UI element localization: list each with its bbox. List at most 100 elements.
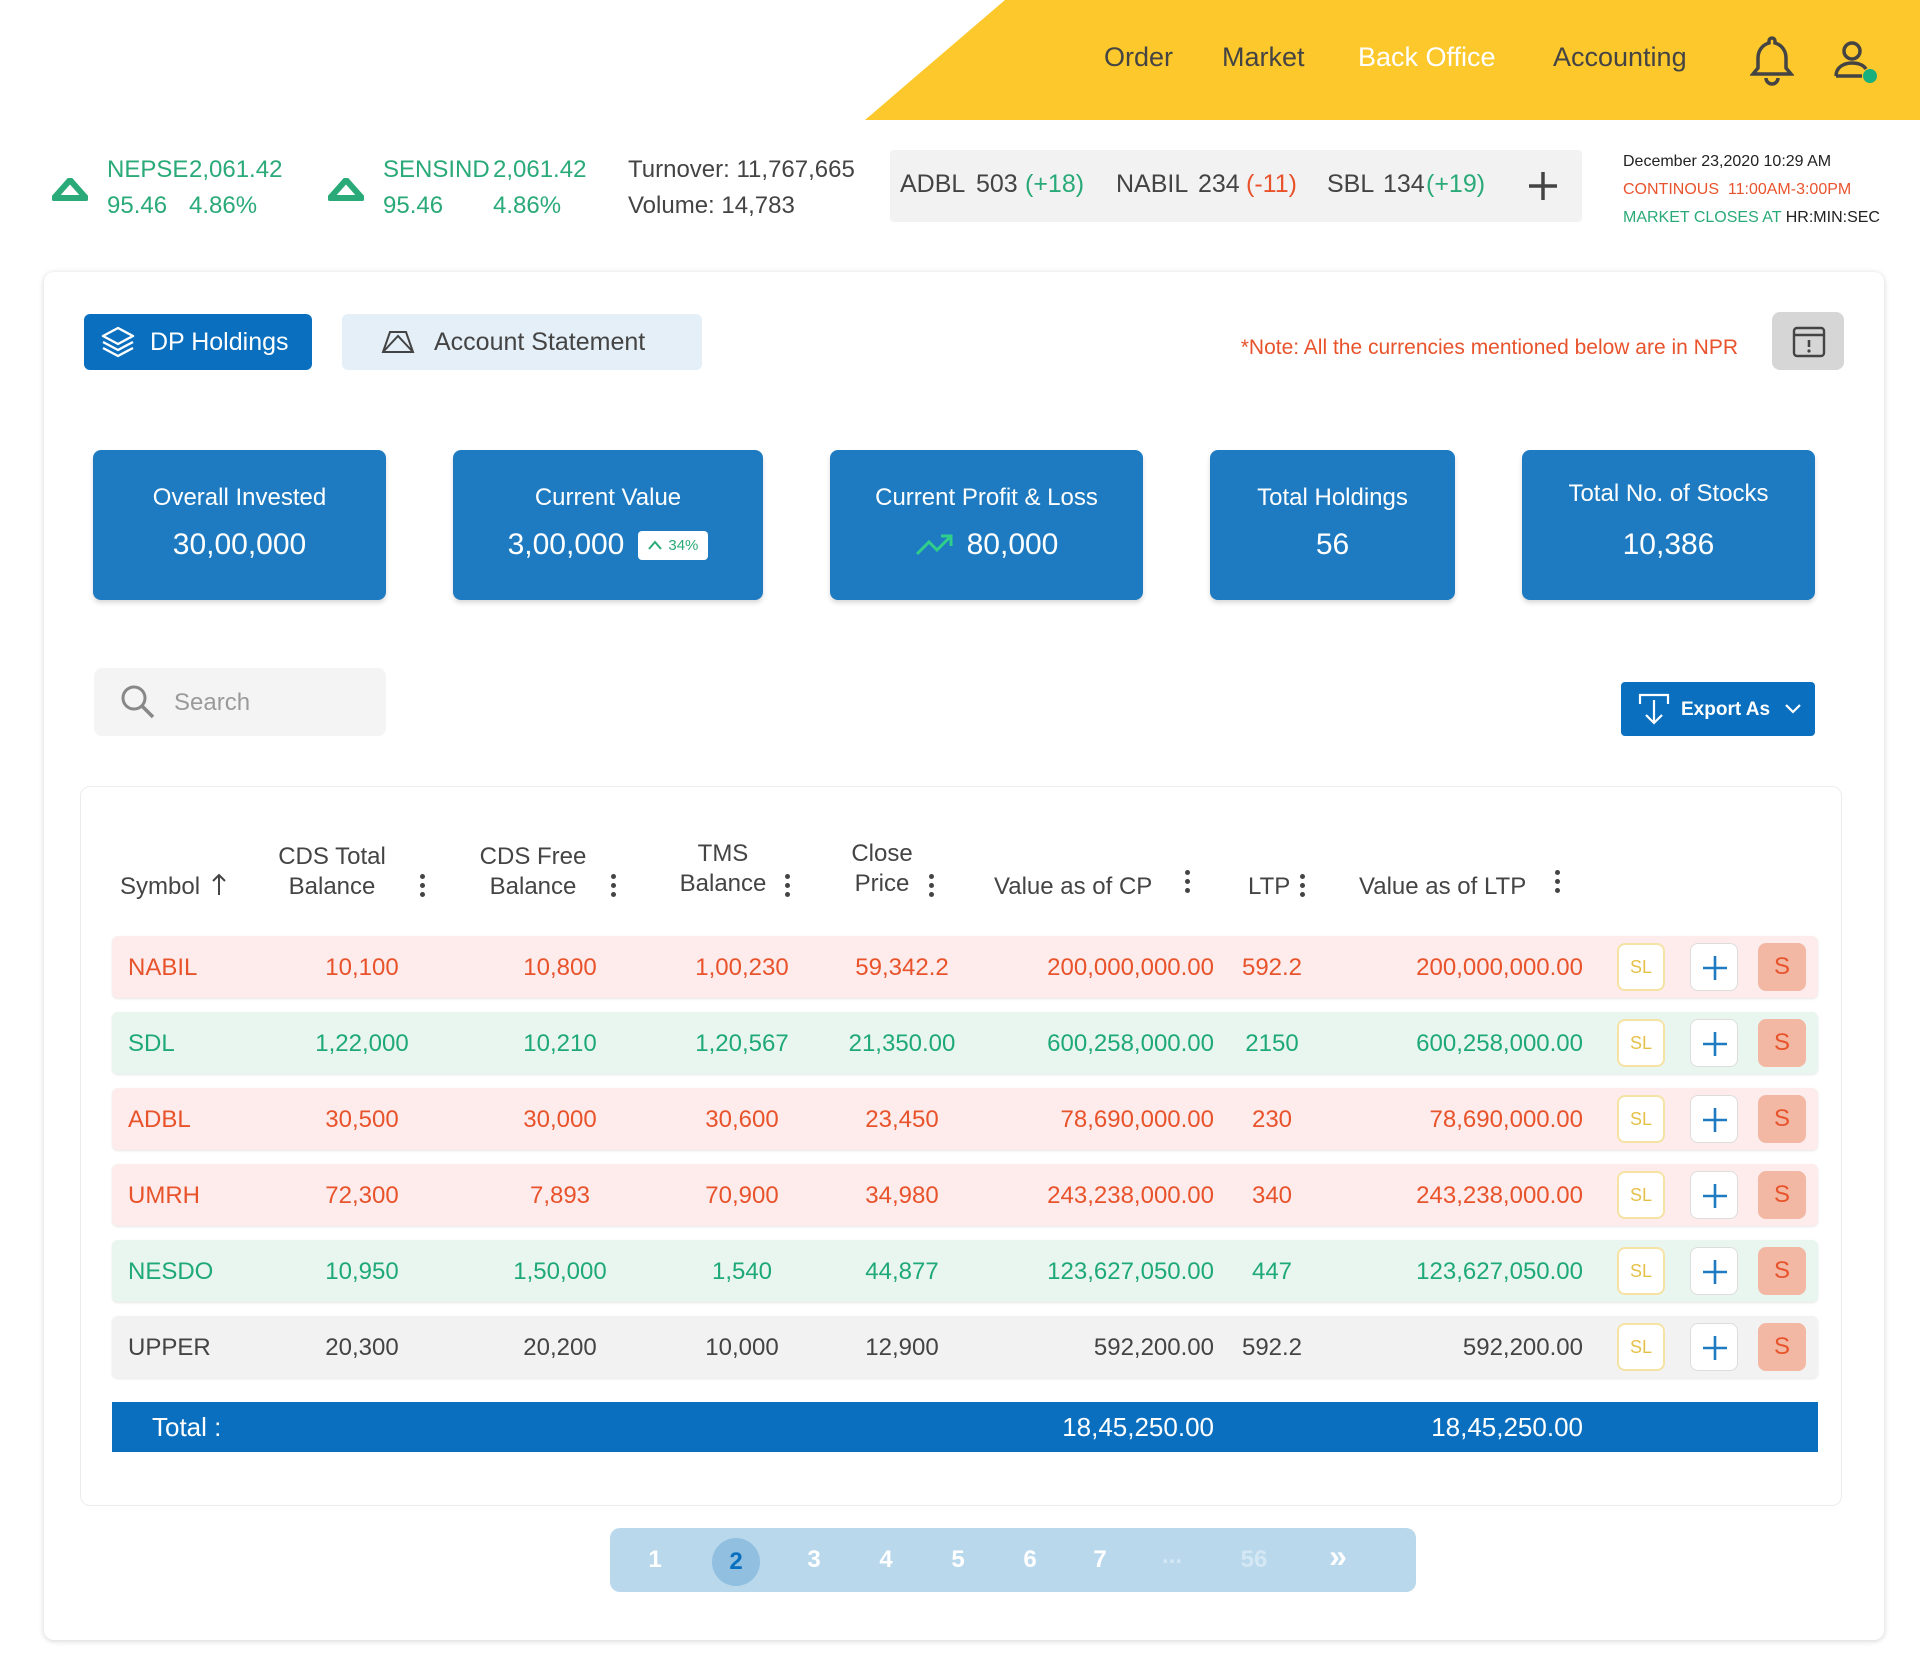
download-icon bbox=[1638, 693, 1670, 725]
add-watch-icon[interactable] bbox=[1527, 170, 1559, 202]
th-tms[interactable]: TMS Balance bbox=[668, 839, 778, 899]
cell-value-cp: 243,238,000.00 bbox=[1047, 1182, 1214, 1209]
page-6[interactable]: 6 bbox=[1023, 1546, 1037, 1573]
cell-tms-balance: 30,600 bbox=[705, 1106, 779, 1133]
stop-loss-button[interactable]: SL bbox=[1617, 1019, 1665, 1067]
export-label: Export As bbox=[1681, 699, 1771, 720]
kpi-title: Overall Invested bbox=[152, 484, 327, 511]
th-cds-free[interactable]: CDS Free Balance bbox=[463, 842, 603, 902]
table-row[interactable]: ADBL 30,500 30,000 30,600 23,450 78,690,000.0… bbox=[112, 1088, 1818, 1150]
sell-button[interactable]: S bbox=[1758, 943, 1806, 991]
buy-button[interactable] bbox=[1690, 1323, 1738, 1371]
page-2-current[interactable]: 2 bbox=[712, 1538, 760, 1586]
page-4[interactable]: 4 bbox=[879, 1546, 893, 1573]
buy-button[interactable] bbox=[1690, 1095, 1738, 1143]
chevron-down-icon bbox=[1785, 704, 1801, 714]
cell-value-ltp: 200,000,000.00 bbox=[1416, 954, 1583, 981]
table-row[interactable]: UPPER 20,300 20,200 10,000 12,900 592,200.00 5… bbox=[112, 1316, 1818, 1378]
cell-ltp: 2150 bbox=[1245, 1030, 1299, 1057]
th-symbol[interactable]: Symbol bbox=[120, 872, 227, 902]
th-value-cp[interactable]: Value as of CP bbox=[994, 873, 1153, 900]
page-56[interactable]: 56 bbox=[1240, 1546, 1268, 1573]
sell-button[interactable]: S bbox=[1758, 1019, 1806, 1067]
cell-symbol[interactable]: SDL bbox=[128, 1030, 175, 1057]
column-menu-icon[interactable] bbox=[1185, 870, 1191, 898]
stop-loss-button[interactable]: SL bbox=[1617, 943, 1665, 991]
sell-button[interactable]: S bbox=[1758, 1323, 1806, 1371]
pagination: 1 2 3 4 5 6 7 ... 56 » bbox=[610, 1528, 1416, 1592]
table-row[interactable]: NABIL 10,100 10,800 1,00,230 59,342.2 200,000… bbox=[112, 936, 1818, 998]
cell-ltp: 592.2 bbox=[1241, 1334, 1303, 1361]
cell-cds-free: 7,893 bbox=[529, 1182, 591, 1209]
nav-accounting[interactable]: Accounting bbox=[1553, 42, 1687, 72]
nepse-change: 95.46 bbox=[107, 192, 168, 219]
cell-symbol[interactable]: NESDO bbox=[128, 1258, 214, 1285]
cell-symbol[interactable]: UMRH bbox=[128, 1182, 200, 1209]
cell-ltp: 230 bbox=[1251, 1106, 1293, 1133]
column-menu-icon[interactable] bbox=[420, 874, 426, 902]
plus-icon bbox=[1703, 1260, 1727, 1284]
plus-icon bbox=[1703, 956, 1727, 980]
stop-loss-button[interactable]: SL bbox=[1617, 1247, 1665, 1295]
info-button[interactable] bbox=[1772, 312, 1844, 370]
kpi-value: 10,386 bbox=[1622, 528, 1715, 561]
buy-button[interactable] bbox=[1690, 1019, 1738, 1067]
stop-loss-button[interactable]: SL bbox=[1617, 1095, 1665, 1143]
nav-market[interactable]: Market bbox=[1222, 42, 1305, 72]
user-icon[interactable] bbox=[1832, 38, 1880, 86]
th-value-ltp[interactable]: Value as of LTP bbox=[1359, 873, 1527, 900]
column-menu-icon[interactable] bbox=[929, 874, 935, 902]
th-close-price[interactable]: Close Price bbox=[837, 839, 927, 899]
nav-back-office[interactable]: Back Office bbox=[1358, 42, 1496, 72]
cell-symbol[interactable]: ADBL bbox=[128, 1106, 191, 1133]
currency-note-text: All the currencies mentioned below are i… bbox=[1299, 336, 1738, 359]
column-menu-icon[interactable] bbox=[1300, 874, 1306, 902]
kpi-value: 56 bbox=[1315, 528, 1350, 561]
cell-tms-balance: 1,00,230 bbox=[695, 954, 789, 981]
sensind-name: SENSIND bbox=[383, 156, 490, 183]
column-menu-icon[interactable] bbox=[785, 874, 791, 902]
buy-button[interactable] bbox=[1690, 1171, 1738, 1219]
tab-dp-holdings[interactable]: DP Holdings bbox=[84, 314, 312, 370]
market-session: CONTINOUS 11:00AM-3:00PM bbox=[1623, 181, 1852, 198]
cell-cds-total: 30,500 bbox=[325, 1106, 399, 1133]
search-input[interactable]: Search bbox=[94, 668, 386, 736]
next-page-icon[interactable]: » bbox=[1329, 1538, 1347, 1574]
stop-loss-button[interactable]: SL bbox=[1617, 1323, 1665, 1371]
watch-symbol[interactable]: SBL bbox=[1327, 170, 1375, 198]
cell-ltp: 340 bbox=[1251, 1182, 1293, 1209]
currency-note: *Note: All the currencies mentioned belo… bbox=[1241, 336, 1738, 360]
column-menu-icon[interactable] bbox=[1555, 870, 1561, 898]
total-value-ltp: 18,45,250.00 bbox=[1431, 1412, 1583, 1442]
table-row[interactable]: NESDO 10,950 1,50,000 1,540 44,877 123,627,05… bbox=[112, 1240, 1818, 1302]
th-line: CDS Total bbox=[278, 843, 386, 870]
nav-order[interactable]: Order bbox=[1104, 42, 1174, 72]
buy-button[interactable] bbox=[1690, 1247, 1738, 1295]
holdings-table bbox=[80, 786, 1842, 1506]
tab-account-statement[interactable]: Account Statement bbox=[342, 314, 702, 370]
th-cds-total[interactable]: CDS Total Balance bbox=[262, 842, 402, 902]
page-1[interactable]: 1 bbox=[648, 1546, 662, 1573]
page-5[interactable]: 5 bbox=[951, 1546, 965, 1573]
page-3[interactable]: 3 bbox=[807, 1546, 821, 1573]
sell-button[interactable]: S bbox=[1758, 1171, 1806, 1219]
sell-button[interactable]: S bbox=[1758, 1095, 1806, 1143]
buy-button[interactable] bbox=[1690, 943, 1738, 991]
table-row[interactable]: UMRH 72,300 7,893 70,900 34,980 243,238,000.0… bbox=[112, 1164, 1818, 1226]
export-button[interactable]: Export As bbox=[1621, 682, 1815, 736]
cell-symbol[interactable]: NABIL bbox=[128, 954, 198, 981]
page-7[interactable]: 7 bbox=[1093, 1546, 1107, 1573]
cell-symbol[interactable]: UPPER bbox=[128, 1334, 211, 1361]
bell-icon[interactable] bbox=[1749, 34, 1795, 86]
column-menu-icon[interactable] bbox=[611, 874, 617, 902]
kpi-change-badge: 34% bbox=[638, 530, 709, 560]
th-ltp[interactable]: LTP bbox=[1248, 873, 1291, 900]
cell-close-price: 23,450 bbox=[865, 1106, 939, 1133]
table-row[interactable]: SDL 1,22,000 10,210 1,20,567 21,350.00 600,25… bbox=[112, 1012, 1818, 1074]
tab-dp-holdings-label: DP Holdings bbox=[150, 327, 289, 356]
sell-button[interactable]: S bbox=[1758, 1247, 1806, 1295]
sensind-percent: 4.86% bbox=[493, 192, 562, 219]
watch-symbol[interactable]: ADBL bbox=[900, 170, 966, 198]
stop-loss-button[interactable]: SL bbox=[1617, 1171, 1665, 1219]
watch-symbol[interactable]: NABIL bbox=[1116, 170, 1189, 198]
